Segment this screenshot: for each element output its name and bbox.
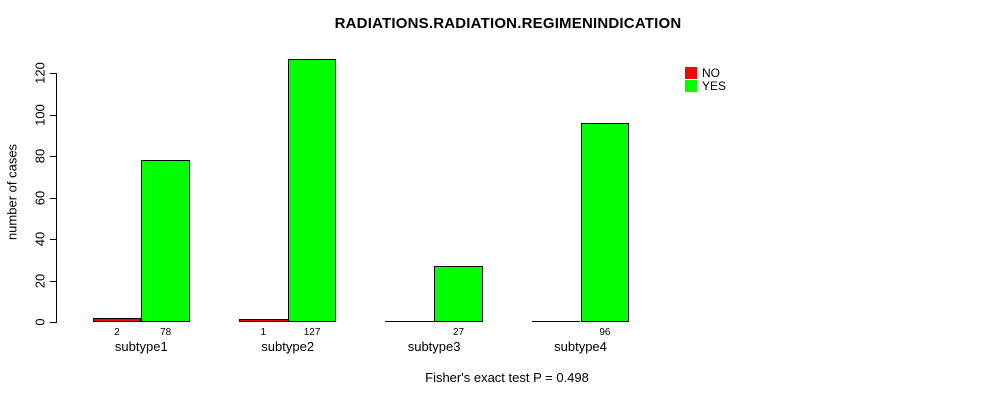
bar-value-label: 1 xyxy=(260,327,267,338)
bar-no-subtype1 xyxy=(92,317,142,322)
x-category-label: subtype1 xyxy=(114,339,168,354)
bar-value-label: 127 xyxy=(303,327,321,338)
bar-no-subtype3-zero xyxy=(385,321,435,322)
legend-item-yes: YES xyxy=(685,79,726,92)
y-axis-tick xyxy=(50,239,56,241)
y-axis-tick xyxy=(50,322,56,323)
legend-label-yes: YES xyxy=(702,78,727,93)
y-tick-label: 100 xyxy=(32,103,48,126)
bar-yes-subtype3 xyxy=(434,266,483,322)
legend-label-no: NO xyxy=(702,65,720,80)
bar-no-subtype4-zero xyxy=(531,321,581,322)
stat-test-caption: Fisher's exact test P = 0.498 xyxy=(425,370,589,385)
y-tick-label: 0 xyxy=(32,318,48,326)
legend-swatch-no-icon xyxy=(685,66,697,79)
bar-value-label: 78 xyxy=(160,327,172,338)
bar-no-subtype2 xyxy=(238,319,288,322)
y-tick-label: 120 xyxy=(32,62,48,85)
y-axis-tick xyxy=(50,280,56,282)
y-axis-tick xyxy=(50,156,56,158)
bar-value-label: 27 xyxy=(452,327,465,338)
bar-yes-subtype4 xyxy=(580,123,630,322)
bar-value-label: 96 xyxy=(599,327,611,338)
bar-yes-subtype1 xyxy=(141,160,191,322)
x-category-label: subtype4 xyxy=(554,339,607,354)
bar-value-label: 2 xyxy=(114,327,120,338)
chart-title: RADIATIONS.RADIATION.REGIMENINDICATION xyxy=(334,15,682,32)
y-tick-label: 60 xyxy=(32,190,48,205)
x-category-label: subtype3 xyxy=(407,339,461,354)
legend-item-no: NO xyxy=(685,66,726,79)
y-tick-label: 20 xyxy=(32,273,48,288)
y-axis-label: number of cases xyxy=(4,143,20,241)
y-tick-label: 80 xyxy=(32,149,48,164)
x-category-label: subtype2 xyxy=(261,339,315,354)
legend-swatch-yes-icon xyxy=(685,79,697,92)
y-tick-label: 40 xyxy=(32,231,48,247)
y-axis-tick xyxy=(50,114,56,116)
y-axis-tick xyxy=(50,197,56,199)
chart-legend: NO YES xyxy=(685,66,726,92)
y-axis-line xyxy=(56,73,57,323)
bar-yes-subtype2 xyxy=(287,58,337,322)
y-axis-tick xyxy=(50,73,56,75)
